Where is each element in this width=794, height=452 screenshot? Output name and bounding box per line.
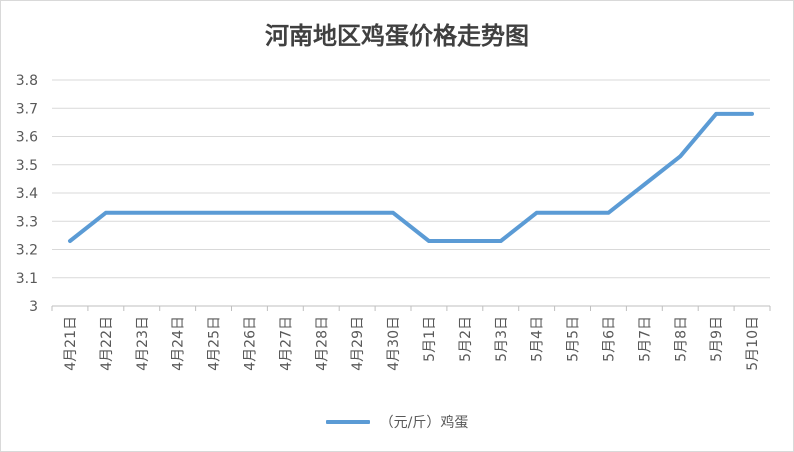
x-tick-label: 5月1日 (422, 316, 438, 362)
legend: （元/斤）鸡蛋 (0, 411, 794, 433)
y-tick-label: 3 (29, 299, 38, 315)
x-tick-label: 4月30日 (386, 316, 402, 371)
series-layer (68, 111, 754, 243)
y-tick-label: 3.8 (16, 73, 38, 89)
x-tick-label: 5月7日 (637, 316, 653, 362)
y-tick-label: 3.7 (16, 101, 38, 117)
y-tick-label: 3.1 (16, 271, 38, 287)
x-tick-label: 5月6日 (601, 316, 617, 362)
x-tick-label: 5月4日 (530, 316, 546, 362)
x-tick-label: 4月29日 (350, 316, 366, 371)
chart-title: 河南地区鸡蛋价格走势图 (265, 21, 529, 50)
x-axis: 4月21日 4月22日 4月23日 4月24日 4月25日 4月26日 4月27日 4月28日… (51, 305, 771, 371)
y-tick-label: 3.3 (16, 214, 38, 230)
x-tick-label: 5月10日 (745, 316, 761, 371)
y-axis-ticks: 3 3.1 3.2 3.3 3.4 3.5 3.6 3.7 3.8 (16, 73, 38, 315)
x-tick-label: 4月28日 (314, 316, 330, 371)
x-tick-label: 4月24日 (171, 316, 187, 371)
x-tick-label: 4月22日 (99, 316, 115, 371)
y-tick-label: 3.2 (16, 243, 38, 259)
series-line (68, 111, 754, 243)
x-tick-label: 4月27日 (278, 316, 294, 371)
x-tick-label: 5月8日 (673, 316, 689, 362)
y-tick-label: 3.5 (16, 158, 38, 174)
x-tick-label: 5月9日 (709, 316, 725, 362)
grid-lines (52, 79, 770, 279)
x-tick-label: 4月25日 (207, 316, 223, 371)
x-tick-label: 4月21日 (63, 316, 79, 371)
y-tick-label: 3.6 (16, 130, 38, 146)
legend-label: （元/斤）鸡蛋 (379, 415, 469, 431)
x-tick-label: 4月23日 (135, 316, 151, 371)
x-tick-label: 5月5日 (566, 316, 582, 362)
x-tick-label: 5月3日 (494, 316, 510, 362)
x-tick-label: 5月2日 (458, 316, 474, 362)
legend-swatch (325, 420, 370, 424)
y-tick-label: 3.4 (16, 186, 38, 202)
x-tick-label: 4月26日 (242, 316, 258, 371)
